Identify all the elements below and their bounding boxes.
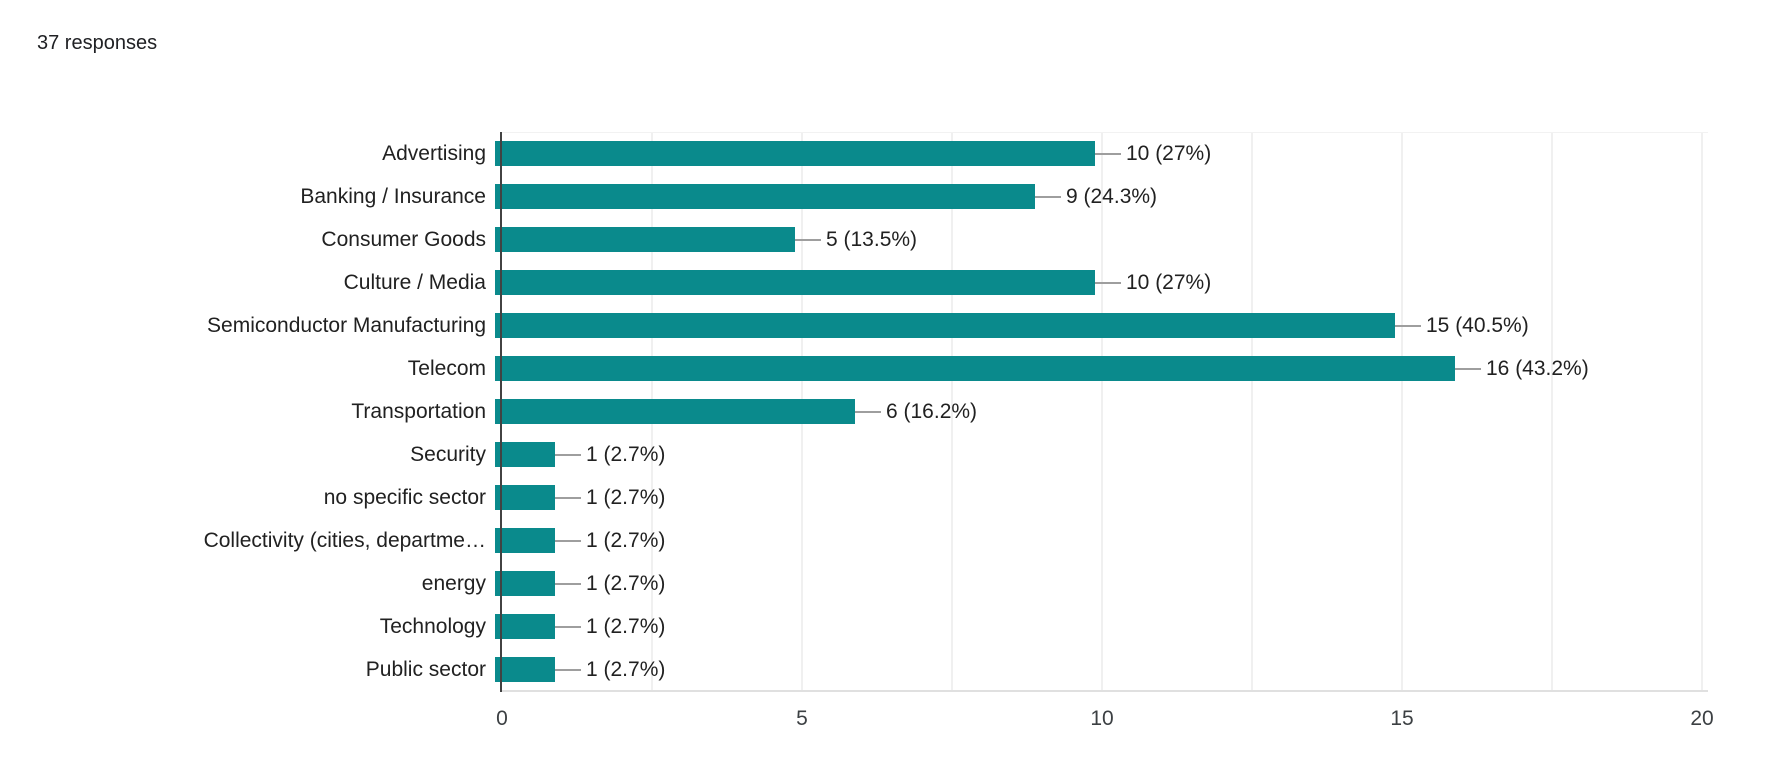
bar-rows: Advertising 10 (27%) Banking / Insurance 9 …: [0, 132, 1792, 691]
bar: [495, 184, 1035, 209]
bar: [495, 442, 555, 467]
category-label: Semiconductor Manufacturing: [207, 313, 486, 337]
bar: [495, 270, 1095, 295]
bar-row: Collectivity (cities, departme… 1 (2.7%): [0, 519, 1792, 562]
value-label: 15 (40.5%): [1426, 313, 1529, 337]
bar: [495, 313, 1395, 338]
bar: [495, 571, 555, 596]
bar-row: Advertising 10 (27%): [0, 132, 1792, 175]
value-connector-line: [1395, 324, 1421, 327]
value-connector-line: [1035, 195, 1061, 198]
value-connector-line: [855, 410, 881, 413]
value-label: 6 (16.2%): [886, 399, 978, 423]
category-label: Security: [410, 442, 486, 466]
bar-row: Technology 1 (2.7%): [0, 605, 1792, 648]
value-label: 1 (2.7%): [586, 442, 666, 466]
x-tick-label: 10: [1090, 707, 1114, 730]
value-label: 16 (43.2%): [1486, 356, 1589, 380]
bar: [495, 614, 555, 639]
bar-row: Transportation 6 (16.2%): [0, 390, 1792, 433]
category-label: Telecom: [407, 356, 486, 380]
category-label: Banking / Insurance: [300, 184, 486, 208]
bar-row: Security 1 (2.7%): [0, 433, 1792, 476]
value-connector-line: [795, 238, 821, 241]
bar: [495, 528, 555, 553]
value-connector-line: [555, 668, 581, 671]
bar: [495, 399, 855, 424]
gridline: [951, 133, 953, 690]
value-label: 1 (2.7%): [586, 614, 666, 638]
value-label: 9 (24.3%): [1066, 184, 1158, 208]
value-label: 1 (2.7%): [586, 485, 666, 509]
bar-row: Public sector 1 (2.7%): [0, 648, 1792, 691]
gridline: [1401, 133, 1403, 690]
gridline: [1251, 133, 1253, 690]
value-connector-line: [555, 453, 581, 456]
value-connector-line: [555, 582, 581, 585]
value-connector-line: [1455, 367, 1481, 370]
value-label: 10 (27%): [1126, 270, 1212, 294]
x-tick-label: 0: [496, 707, 508, 730]
category-label: Consumer Goods: [321, 227, 486, 251]
gridline: [1551, 133, 1553, 690]
category-label: Transportation: [351, 399, 486, 423]
bar: [495, 356, 1455, 381]
x-tick-label: 15: [1390, 707, 1414, 730]
gridline: [1701, 133, 1703, 690]
category-label: Advertising: [382, 141, 486, 165]
responses-count: 37 responses: [37, 32, 158, 54]
value-label: 1 (2.7%): [586, 571, 666, 595]
bar-row: Banking / Insurance 9 (24.3%): [0, 175, 1792, 218]
value-connector-line: [1095, 152, 1121, 155]
value-connector-line: [555, 539, 581, 542]
x-tick-label: 20: [1690, 707, 1714, 730]
value-label: 5 (13.5%): [826, 227, 918, 251]
value-connector-line: [555, 625, 581, 628]
x-axis-ticks: 0 5 10 15 20: [0, 707, 1792, 737]
x-tick-label: 5: [796, 707, 808, 730]
bar: [495, 227, 795, 252]
category-label: no specific sector: [323, 485, 486, 509]
category-label: Collectivity (cities, departme…: [203, 528, 486, 552]
value-label: 1 (2.7%): [586, 657, 666, 681]
category-label: Public sector: [365, 657, 486, 681]
bar-row: Telecom 16 (43.2%): [0, 347, 1792, 390]
bar-row: Semiconductor Manufacturing 15 (40.5%): [0, 304, 1792, 347]
category-label: Technology: [379, 614, 486, 638]
bar: [495, 657, 555, 682]
bar-row: energy 1 (2.7%): [0, 562, 1792, 605]
bar: [495, 485, 555, 510]
value-label: 10 (27%): [1126, 141, 1212, 165]
bar-row: Consumer Goods 5 (13.5%): [0, 218, 1792, 261]
y-axis-line: [500, 132, 502, 692]
category-label: energy: [421, 571, 486, 595]
value-connector-line: [555, 496, 581, 499]
category-label: Culture / Media: [343, 270, 486, 294]
bar: [495, 141, 1095, 166]
bar-row: Culture / Media 10 (27%): [0, 261, 1792, 304]
gridline: [1101, 133, 1103, 690]
bar-row: no specific sector 1 (2.7%): [0, 476, 1792, 519]
value-connector-line: [1095, 281, 1121, 284]
value-label: 1 (2.7%): [586, 528, 666, 552]
